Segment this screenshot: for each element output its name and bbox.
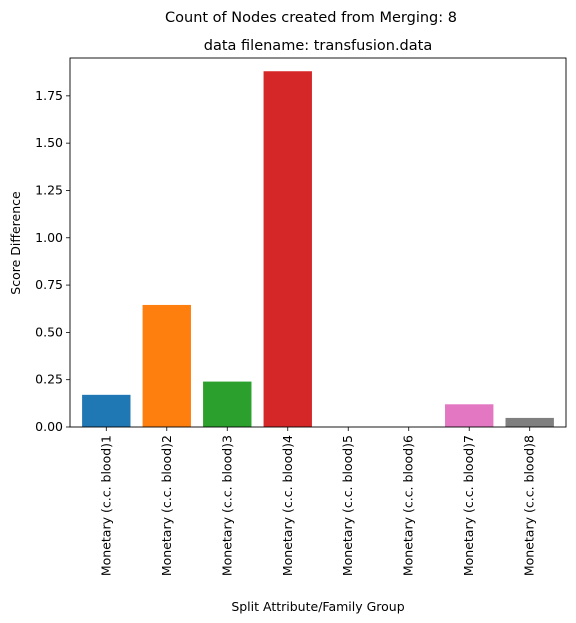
x-tick-label: Monetary (c.c. blood)1 xyxy=(98,435,113,576)
bar xyxy=(82,394,131,427)
y-tick-label: 0.00 xyxy=(35,419,63,434)
bar xyxy=(445,404,494,427)
chart-title: data filename: transfusion.data xyxy=(204,38,432,54)
bar xyxy=(142,304,191,427)
x-tick-label: Monetary (c.c. blood)8 xyxy=(522,435,537,576)
x-tick-label: Monetary (c.c. blood)4 xyxy=(280,435,295,576)
y-tick-label: 1.50 xyxy=(35,135,63,150)
y-tick-label: 1.25 xyxy=(35,182,63,197)
x-axis-label: Split Attribute/Family Group xyxy=(231,599,404,614)
bar xyxy=(505,417,554,427)
plot-area: 0.00 0.25 0.50 0.75 1.00 1.25 1.50 1.75 Monetary… xyxy=(35,57,567,576)
x-tick-label: Monetary (c.c. blood)5 xyxy=(340,435,355,576)
bar xyxy=(203,381,252,427)
x-tick-label: Monetary (c.c. blood)7 xyxy=(461,435,476,576)
x-tick-label: Monetary (c.c. blood)3 xyxy=(219,435,234,576)
y-tick-label: 0.75 xyxy=(35,277,63,292)
y-tick-label: 1.00 xyxy=(35,230,63,245)
y-tick-label: 1.75 xyxy=(35,88,63,103)
x-tick-label: Monetary (c.c. blood)6 xyxy=(401,435,416,576)
x-tick-label: Monetary (c.c. blood)2 xyxy=(159,435,174,576)
y-tick-label: 0.50 xyxy=(35,324,63,339)
bar xyxy=(263,71,312,427)
y-axis-label: Score Difference xyxy=(8,191,23,295)
y-tick-label: 0.25 xyxy=(35,372,63,387)
chart-suptitle: Count of Nodes created from Merging: 8 xyxy=(165,10,457,26)
axes-frame xyxy=(69,57,567,428)
